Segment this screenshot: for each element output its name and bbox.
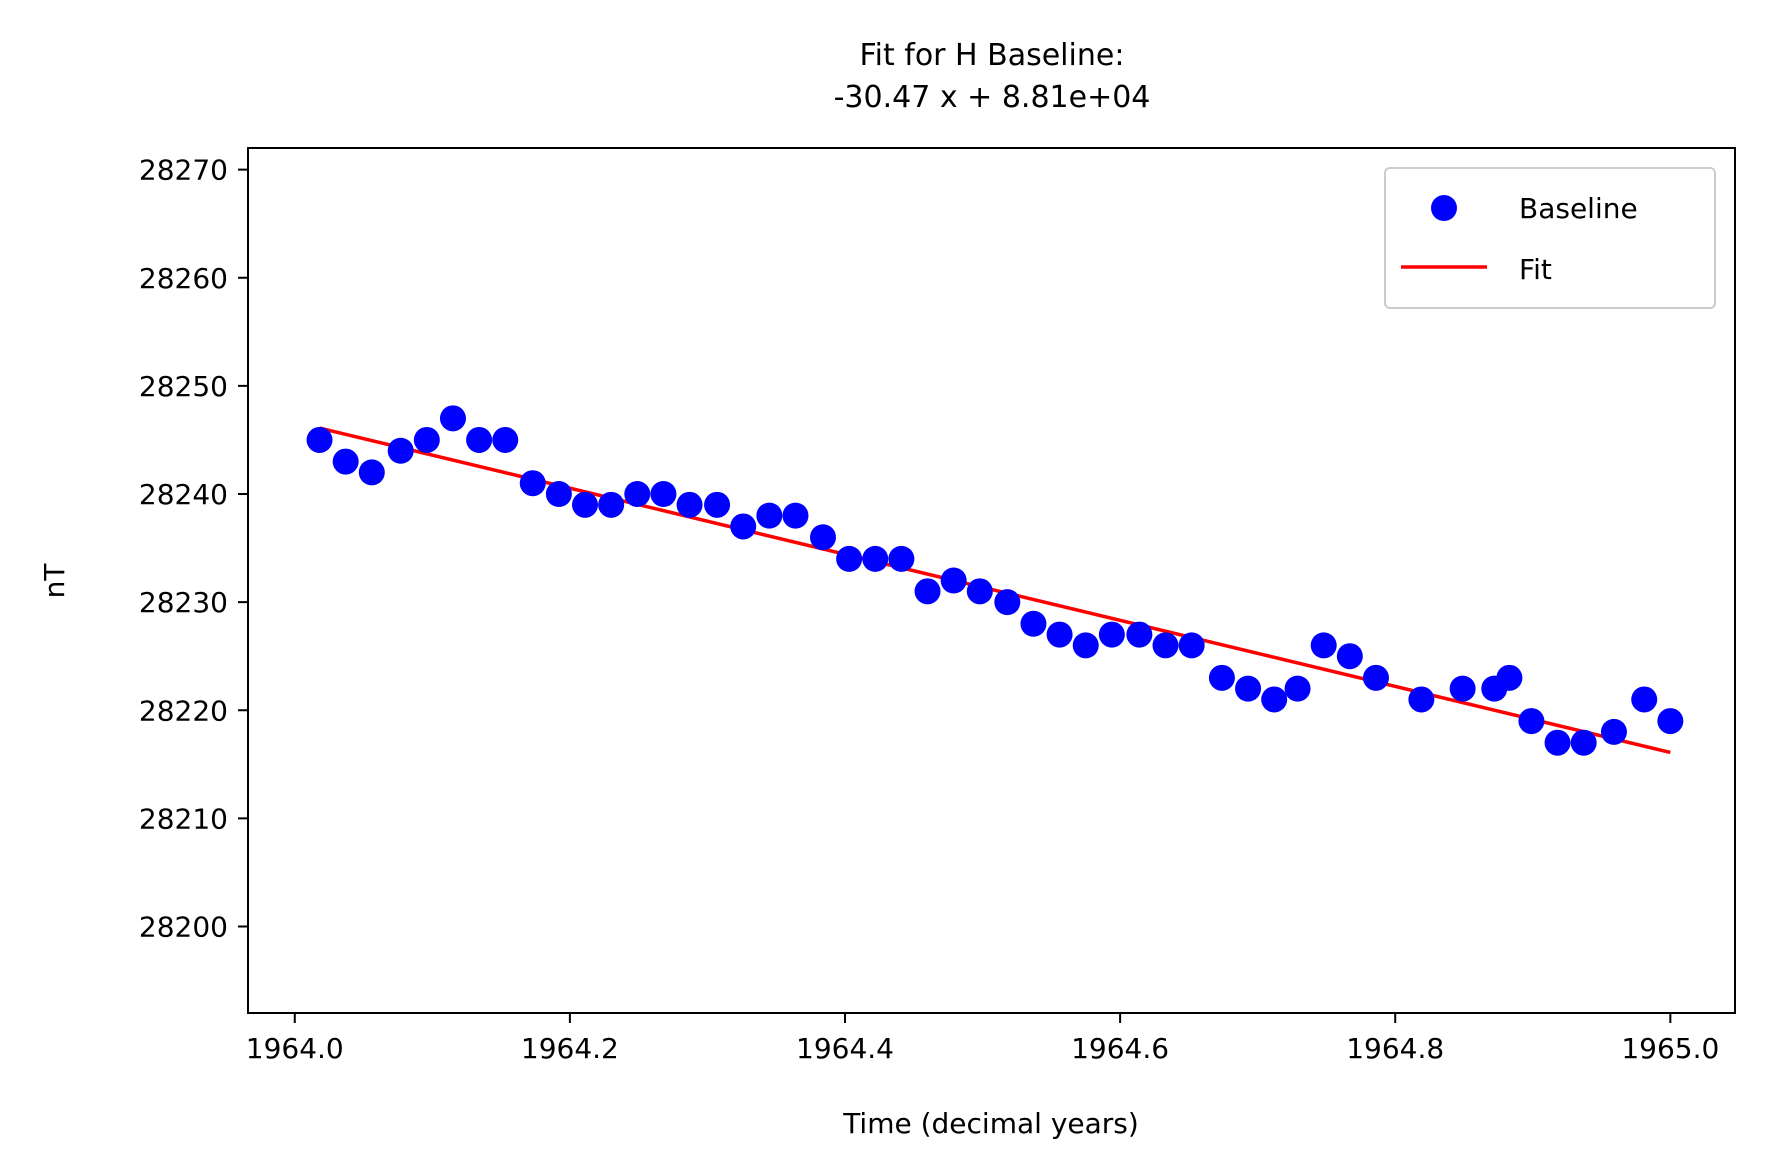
data-point <box>387 437 414 464</box>
data-point <box>676 491 703 518</box>
y-tick-label: 28220 <box>139 694 228 727</box>
data-point <box>1310 632 1337 659</box>
data-point <box>888 545 915 572</box>
chart-title-line2: -30.47 x + 8.81e+04 <box>834 80 1151 115</box>
data-point <box>1408 686 1435 713</box>
data-point <box>1261 686 1288 713</box>
data-point <box>519 470 546 497</box>
data-point <box>598 491 625 518</box>
data-point <box>492 426 519 453</box>
y-tick-label: 28240 <box>139 478 228 511</box>
data-point <box>545 481 572 507</box>
y-tick-label: 28260 <box>139 262 228 295</box>
data-point <box>306 426 333 453</box>
data-point <box>940 567 967 594</box>
data-point <box>1284 675 1311 702</box>
data-point <box>413 426 440 453</box>
data-point <box>1631 686 1658 713</box>
data-point <box>1152 632 1179 659</box>
y-tick-label: 28200 <box>139 911 228 944</box>
data-point <box>1072 632 1099 659</box>
data-point <box>914 578 941 605</box>
data-point <box>1208 664 1235 691</box>
data-point <box>1600 718 1627 745</box>
legend: Baseline Fit <box>1384 167 1716 309</box>
data-point <box>1570 729 1597 756</box>
y-axis-label: nT <box>38 563 71 599</box>
chart-title-line1: Fit for H Baseline: <box>860 38 1125 73</box>
x-tick-label: 1964.2 <box>521 1032 619 1065</box>
data-point <box>1449 675 1476 702</box>
data-point <box>624 481 651 507</box>
data-point <box>782 502 809 529</box>
x-tick-label: 1964.4 <box>796 1032 894 1065</box>
data-point <box>572 491 599 518</box>
data-point <box>756 502 783 529</box>
data-point <box>1046 621 1073 648</box>
plot-area-frame <box>247 147 1736 1014</box>
data-point <box>704 491 731 518</box>
data-point <box>1362 664 1389 691</box>
y-tick-label: 28210 <box>139 802 228 835</box>
x-tick-label: 1965.0 <box>1621 1032 1719 1065</box>
data-point <box>862 545 889 572</box>
legend-label-baseline: Baseline <box>1519 192 1638 225</box>
x-tick-label: 1964.8 <box>1346 1032 1444 1065</box>
y-tick-label: 28270 <box>139 154 228 187</box>
data-point <box>650 481 677 507</box>
axis-ticks: 1964.0 1964.2 1964.4 1964.6 1964.8 1965.0 2820… <box>139 154 1719 1065</box>
data-point <box>439 405 466 432</box>
data-point <box>730 513 757 540</box>
data-point <box>966 578 993 605</box>
data-point <box>332 448 359 475</box>
x-axis-label: Time (decimal years) <box>842 1107 1139 1140</box>
data-point <box>1235 675 1262 702</box>
data-point <box>1657 708 1684 735</box>
x-tick-label: 1964.6 <box>1071 1032 1169 1065</box>
legend-label-fit: Fit <box>1519 253 1552 286</box>
data-point <box>466 426 493 453</box>
y-tick-label: 28250 <box>139 370 228 403</box>
scatter-points-layer <box>306 405 1684 756</box>
data-point <box>1336 643 1363 670</box>
data-point <box>1098 621 1125 648</box>
data-point <box>358 459 385 486</box>
data-point <box>1178 632 1205 659</box>
y-tick-label: 28230 <box>139 586 228 619</box>
data-point <box>1020 610 1047 637</box>
data-point <box>809 524 836 551</box>
data-point <box>1544 729 1571 756</box>
data-point <box>1518 708 1545 735</box>
legend-marker-baseline <box>1431 195 1457 221</box>
data-point <box>836 545 863 572</box>
x-tick-label: 1964.0 <box>246 1032 344 1065</box>
data-point <box>994 589 1021 616</box>
data-point <box>1496 664 1523 691</box>
legend-box <box>1384 167 1716 309</box>
data-point <box>1126 621 1153 648</box>
